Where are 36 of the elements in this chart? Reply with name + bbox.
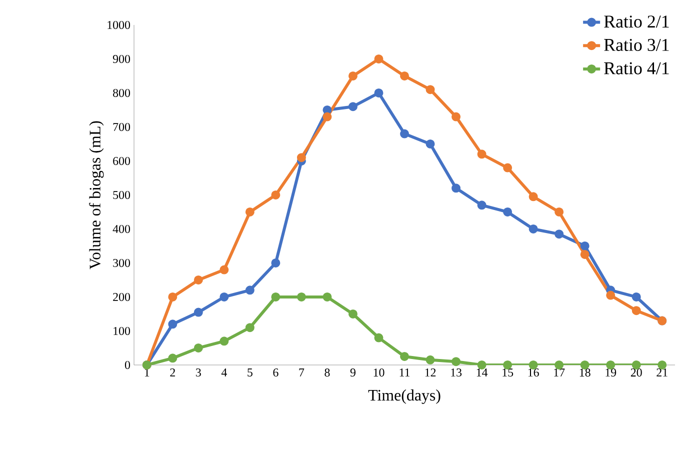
legend-label: Ratio 3/1 (604, 38, 669, 51)
x-tick-label: 3 (196, 368, 201, 377)
x-tick-label: 21 (656, 368, 668, 376)
y-tick-label: 0 (124, 360, 130, 370)
x-tick-label: 17 (554, 368, 565, 376)
x-tick-label: 6 (273, 368, 278, 377)
x-tick-label: 11 (400, 368, 410, 376)
y-tick-label: 200 (113, 292, 130, 302)
x-tick-label: 9 (350, 368, 356, 377)
y-tick-label: 600 (113, 156, 130, 166)
x-tick-label: 14 (476, 368, 488, 376)
x-tick-label: 12 (425, 368, 436, 376)
y-tick-label: 500 (113, 190, 130, 200)
x-tick-label: 8 (324, 368, 330, 377)
x-tick-label: 19 (606, 368, 616, 377)
y-axis-title: Volume of biogas (mL) (89, 121, 104, 270)
x-tick-label: 5 (248, 368, 252, 376)
x-tick-label: 10 (374, 368, 384, 377)
x-tick-label: 13 (451, 368, 462, 377)
x-tick-label: 7 (299, 368, 304, 376)
y-tick-label: 900 (112, 54, 130, 64)
x-tick-label: 2 (170, 368, 175, 376)
x-tick-label: 18 (580, 368, 590, 377)
x-tick-label: 20 (630, 368, 642, 377)
x-tick-label: 15 (502, 368, 514, 377)
y-tick-label: 300 (113, 258, 130, 268)
x-tick-label: 4 (221, 368, 227, 376)
x-axis-title: Time(days) (368, 389, 440, 404)
y-tick-label: 1000 (108, 20, 130, 30)
y-tick-label: 700 (113, 122, 130, 132)
legend-label: Ratio 2/1 (604, 16, 669, 28)
y-tick-label: 400 (112, 224, 130, 234)
x-tick-label: 16 (528, 368, 539, 377)
y-tick-label: 800 (113, 88, 130, 98)
legend-label: Ratio 4/1 (604, 62, 669, 74)
y-tick-label: 100 (114, 326, 130, 336)
